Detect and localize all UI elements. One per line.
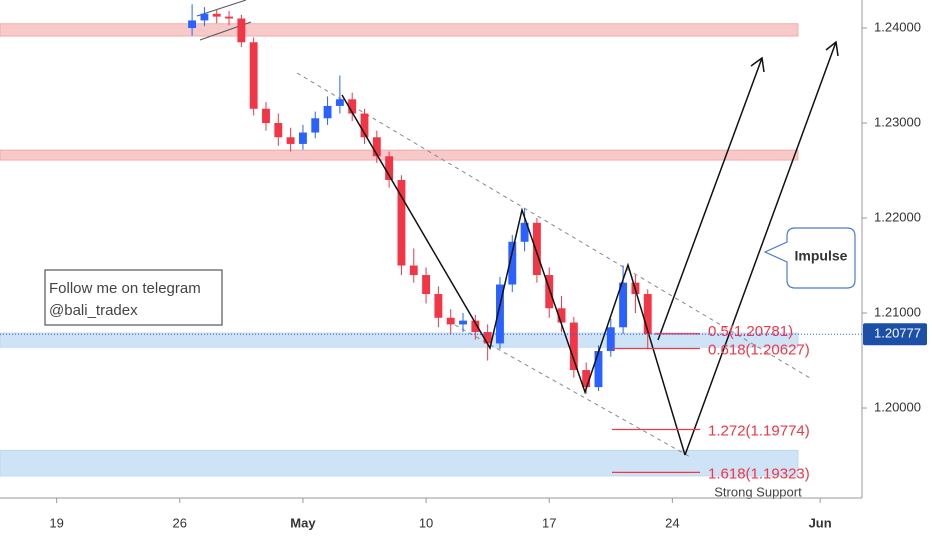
y-tick-label: 1.24000 [874,19,921,34]
fib-label: 1.618(1.19323) [708,465,810,482]
fib-label: 0.618(1.20627) [708,341,810,358]
candle-body [594,351,603,388]
candle-body [532,222,541,276]
candle-body [619,282,628,328]
y-tick-label: 1.20000 [874,399,921,414]
candle-body [286,137,295,144]
axes: 1.24000 1.23000 1.22000 1.21000 1.20000 19 26 M… [0,19,927,530]
support-label: Strong Support [714,484,802,499]
candle-body [274,123,283,138]
candle-body [385,156,394,181]
candle-body [409,265,418,276]
zone [0,332,799,348]
candle-body [311,118,320,133]
zone [0,449,799,477]
note-box [44,269,223,326]
annotations: Impulse Follow me on telegram @bali_trad… [44,40,856,499]
candle-body [471,320,480,333]
candle-body [422,275,431,295]
callout-text: Impulse [795,248,848,264]
wave-path [341,94,686,456]
candle-body [262,108,270,124]
projection-arrow [657,57,763,341]
arrow-head [750,56,765,73]
x-tick-label: 26 [173,515,187,530]
note-text: Follow me on telegram [49,280,201,297]
candle-body [557,308,566,323]
candle-body [348,99,357,114]
candle-body [188,20,197,29]
x-tick-label: 10 [419,515,433,530]
x-tick-label: 19 [49,515,63,530]
arrow-head [825,40,839,57]
zone [0,23,799,37]
flag-line [196,0,247,17]
callout-box [763,227,856,289]
candle-body [496,284,504,344]
candle-body [200,13,209,21]
last-price-tag [863,323,927,346]
candle-body [446,317,455,325]
candle-body [372,137,381,157]
y-tick-label: 1.23000 [874,114,921,129]
candle-body [520,222,529,242]
fib-label: 0.5(1.20781) [708,323,793,340]
candle-body [298,132,307,144]
candle-body [237,18,246,43]
y-tick-label: 1.21000 [874,304,921,319]
x-tick-label: May [290,515,316,530]
candle-body [483,332,492,344]
fib-label: 1.272(1.19774) [708,422,810,439]
channel-lower [454,324,693,459]
candle-body [397,180,406,266]
x-tick-label: 17 [542,515,556,530]
candle-body [212,13,221,17]
y-tick-label: 1.22000 [874,209,921,224]
projection-arrow [684,41,837,456]
x-tick-label: 24 [665,515,679,530]
candles [188,4,652,394]
candle-body [360,113,369,138]
candle-body [249,42,258,109]
candle-body [335,99,344,106]
candle-body [606,327,615,352]
channel-upper [296,72,811,379]
candle-body [225,16,233,19]
candle-body [569,322,578,371]
candle-body [508,241,517,285]
note-text: @bali_tradex [49,302,138,319]
candle-body [459,320,467,325]
x-tick-label: Jun [809,515,832,530]
last-price-label: 1.20777 [874,326,921,341]
candle-body [582,370,591,388]
zones [0,23,799,477]
candle-body [545,275,554,309]
candle-body [434,294,443,318]
candle-body [323,105,332,119]
candle-body [643,294,652,335]
zone [0,149,799,161]
